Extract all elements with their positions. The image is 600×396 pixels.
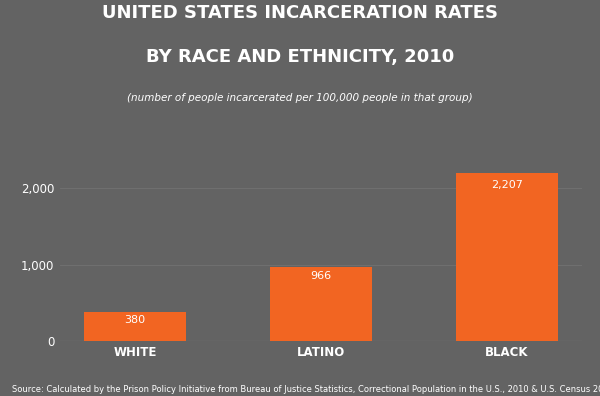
- Bar: [84, 312, 186, 341]
- Text: 380: 380: [124, 315, 145, 325]
- Bar: [270, 267, 372, 341]
- Text: 2,207: 2,207: [491, 180, 523, 190]
- Text: 966: 966: [310, 271, 332, 281]
- Bar: [456, 173, 558, 341]
- Text: UNITED STATES INCARCERATION RATES: UNITED STATES INCARCERATION RATES: [102, 4, 498, 22]
- Text: BY RACE AND ETHNICITY, 2010: BY RACE AND ETHNICITY, 2010: [146, 48, 454, 65]
- Text: Source: Calculated by the Prison Policy Initiative from Bureau of Justice Statis: Source: Calculated by the Prison Policy …: [12, 385, 600, 394]
- Text: (number of people incarcerated per 100,000 people in that group): (number of people incarcerated per 100,0…: [127, 93, 473, 103]
